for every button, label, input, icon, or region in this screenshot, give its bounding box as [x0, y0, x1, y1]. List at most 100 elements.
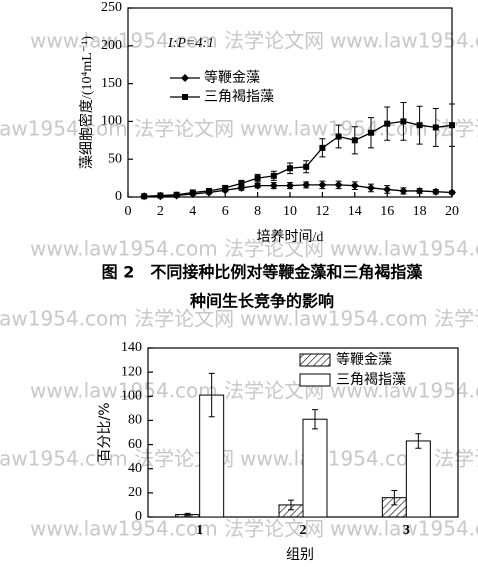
- y-tick-label: 60: [128, 437, 142, 452]
- point: [383, 185, 392, 194]
- y-tick-label: 0: [135, 509, 142, 524]
- point: [350, 181, 359, 190]
- point: [368, 129, 374, 136]
- point: [318, 180, 327, 189]
- point: [449, 122, 455, 129]
- error-bar: [208, 372, 215, 418]
- x-tick-label: 14: [348, 204, 362, 219]
- caption: 种间生长竞争的影响: [189, 292, 334, 311]
- point: [384, 120, 391, 127]
- point: [222, 184, 229, 191]
- error-bar: [415, 433, 422, 449]
- annotation: I:P=4:1: [167, 36, 214, 51]
- error-bar: [312, 409, 318, 430]
- point: [286, 181, 294, 190]
- caption: 图 2 不同接种比例对等鞭金藻和三角褐指藻: [102, 263, 424, 282]
- point: [416, 122, 423, 129]
- legend-label: 等鞭金藻: [336, 351, 392, 368]
- x-tick-label: 10: [283, 204, 297, 219]
- watermark: www.law1954.com 法学论文网: [30, 517, 324, 541]
- point: [432, 124, 439, 131]
- x-tick-label: 12: [315, 204, 329, 219]
- y-tick-label: 0: [115, 189, 122, 204]
- point: [182, 94, 188, 100]
- point: [351, 137, 358, 144]
- y-tick-label: 20: [128, 485, 142, 500]
- x-tick-label: 0: [125, 204, 132, 219]
- point: [253, 181, 262, 190]
- x-tick-label: 6: [222, 204, 229, 219]
- bar: [405, 440, 431, 518]
- y-tick-label: 100: [101, 114, 122, 129]
- error-bar: [288, 499, 294, 511]
- x-tick-label: 18: [413, 204, 427, 219]
- watermark: www.law1954.com 法学论文网: [240, 117, 478, 141]
- point: [400, 118, 407, 125]
- point: [189, 189, 196, 196]
- legend-label: 三角褐指藻: [336, 372, 406, 388]
- x-tick-label: 4: [189, 204, 196, 219]
- watermark: www.law1954.com 法学论文网: [240, 447, 478, 471]
- x-tick-label: 2: [300, 523, 307, 538]
- legend-label: 等鞭金藻: [204, 69, 260, 86]
- x-tick-label: 16: [380, 204, 394, 219]
- y-tick-label: 50: [108, 151, 122, 166]
- point: [448, 188, 456, 197]
- y-tick-label: 200: [101, 38, 122, 53]
- watermark: www.law1954.com 法学论文网: [330, 517, 478, 541]
- y-tick-label: 250: [101, 0, 122, 15]
- watermark: www.law1954.com 法学论文网: [330, 379, 478, 403]
- point: [367, 183, 375, 192]
- point: [173, 191, 180, 198]
- y-axis-label: 百分比/%: [97, 402, 113, 462]
- point: [254, 175, 261, 182]
- y-tick-label: 40: [128, 461, 142, 476]
- y-tick-label: 120: [121, 364, 142, 379]
- legend-swatch: [299, 353, 331, 367]
- point: [319, 144, 326, 151]
- y-axis-label: 藻细胞密度/(10⁴mL⁻¹): [78, 36, 95, 169]
- watermark: www.law1954.com 法学论文网: [30, 29, 324, 53]
- x-tick-label: 2: [157, 204, 164, 219]
- x-tick-label: 3: [403, 523, 410, 538]
- x-tick-label: 8: [254, 204, 261, 219]
- x-tick-label: 1: [196, 523, 203, 538]
- point: [238, 180, 245, 187]
- watermark: www.law1954.com 法学论文网: [30, 379, 324, 403]
- point: [399, 186, 408, 195]
- point: [181, 74, 189, 82]
- y-tick-label: 80: [128, 413, 142, 428]
- legend-label: 三角褐指藻: [204, 89, 274, 105]
- point: [334, 180, 343, 189]
- watermark: www.law1954.com 法学论文网: [0, 117, 234, 141]
- watermark: www.law1954.com 法学论文网: [0, 447, 234, 471]
- bar: [302, 418, 328, 518]
- watermark: www.law1954.com 法学论文网: [330, 29, 478, 53]
- watermark: www.law1954.com 法学论文网: [30, 237, 324, 261]
- watermark: www.law1954.com 法学论文网: [0, 307, 234, 331]
- legend-swatch: [299, 373, 331, 387]
- error-bar: [391, 489, 398, 506]
- point: [141, 193, 148, 200]
- point: [270, 172, 277, 179]
- point: [303, 163, 310, 170]
- x-axis-label: 组别: [286, 547, 314, 563]
- y-tick-label: 140: [121, 340, 142, 355]
- x-tick-label: 20: [445, 204, 459, 219]
- error-bar: [184, 512, 191, 517]
- point: [269, 181, 278, 190]
- point: [335, 133, 342, 140]
- y-tick-label: 100: [121, 389, 142, 404]
- point: [287, 165, 293, 172]
- point: [157, 192, 164, 199]
- point: [431, 187, 440, 196]
- point: [302, 180, 311, 189]
- x-axis-label: 培养时间/d: [257, 229, 324, 245]
- watermark: www.law1954.com 法学论文网: [240, 307, 478, 331]
- y-tick-label: 150: [101, 76, 122, 91]
- watermark: www.law1954.com 法学论文网: [330, 237, 478, 261]
- point: [206, 187, 212, 194]
- point: [415, 186, 424, 195]
